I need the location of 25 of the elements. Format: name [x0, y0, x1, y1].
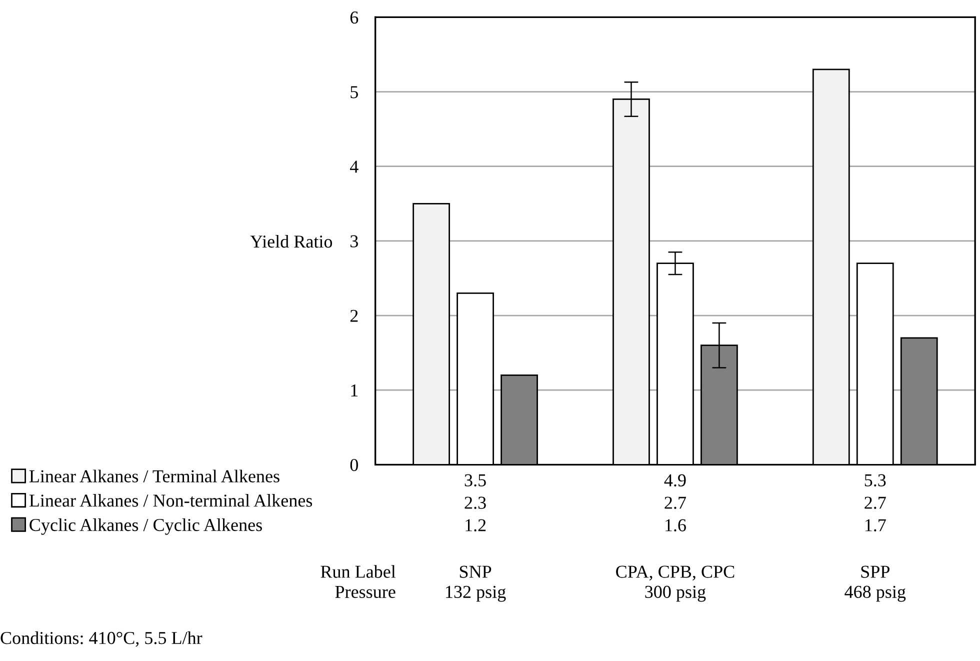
data-label: 3.5 — [464, 474, 486, 486]
x-tick-label: SNP 132 psig — [446, 566, 506, 602]
data-label: 2.3 — [464, 496, 486, 509]
x-axis-title: Run Label Pressure — [320, 565, 396, 598]
data-label: 1.2 — [466, 519, 486, 532]
y-tick-label: 6 — [350, 11, 358, 24]
x-tick-label: SPP 468 psig — [844, 566, 906, 602]
y-axis-title: Yield Ratio — [250, 234, 332, 248]
data-label: 1.6 — [666, 519, 686, 532]
y-tick-label: 3 — [350, 235, 358, 248]
legend-label: Linear Alkanes / Non-terminal Alkenes — [29, 494, 312, 507]
y-tick-label: 4 — [350, 160, 358, 173]
data-label: 2.7 — [864, 496, 886, 509]
data-label: 2.7 — [664, 496, 686, 509]
y-tick-label: 0 — [350, 458, 358, 472]
legend-label: Cyclic Alkanes / Cyclic Alkenes — [30, 518, 262, 535]
data-label: 4.9 — [664, 474, 686, 486]
text: Conditions: 410°C, 5.5 L/hr — [0, 631, 202, 647]
legend-label: Linear Alkanes / Terminal Alkenes — [29, 470, 280, 482]
y-tick-label: 2 — [350, 310, 358, 322]
data-label: 1.7 — [865, 519, 886, 532]
x-tick-label: CPA, CPB, CPC 300 psig — [616, 566, 734, 602]
data-label: 5.3 — [864, 474, 886, 486]
y-tick-label: 1 — [351, 384, 358, 396]
y-tick-label: 5 — [350, 86, 358, 98]
